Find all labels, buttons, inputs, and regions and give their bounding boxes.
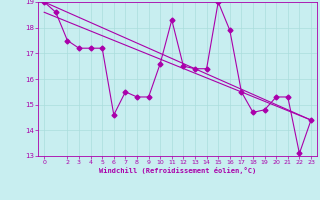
X-axis label: Windchill (Refroidissement éolien,°C): Windchill (Refroidissement éolien,°C) bbox=[99, 167, 256, 174]
